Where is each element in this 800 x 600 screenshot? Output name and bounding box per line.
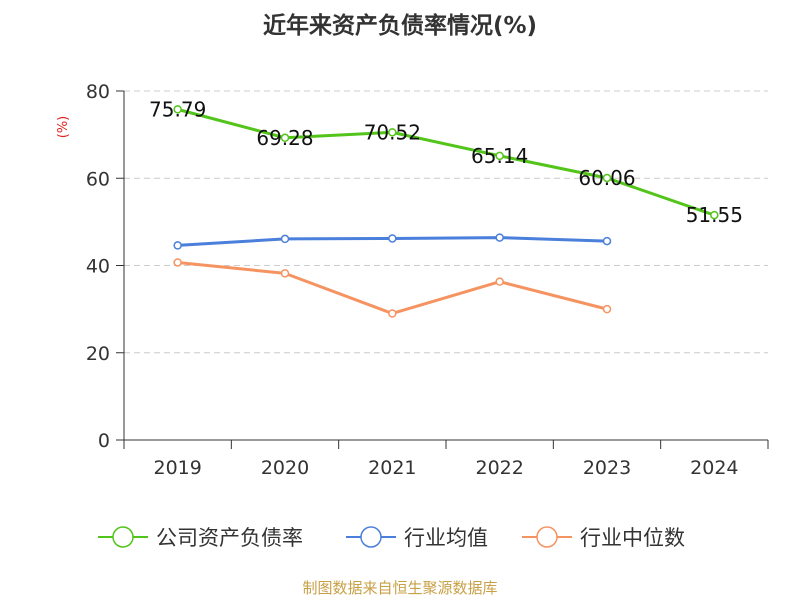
source-note: 制图数据来自恒生聚源数据库	[302, 579, 498, 597]
series-lines	[173, 105, 719, 318]
data-labels: 75.79 69.28 70.52 65.14 60.06 51.55	[149, 97, 743, 227]
x-tick-label: 2021	[368, 457, 416, 479]
y-tick-label: 20	[86, 343, 110, 365]
x-tick-label: 2024	[690, 457, 738, 479]
data-point	[173, 105, 182, 114]
data-label: 60.06	[578, 166, 635, 190]
y-tick-label: 40	[86, 256, 110, 278]
series-line	[177, 260, 608, 315]
data-label: 70.52	[364, 120, 421, 144]
data-label: 51.55	[686, 203, 743, 227]
legend-marker	[360, 526, 382, 548]
axes: 0 20 40 60 80 2019 2020 2021 2022 2023 2024	[86, 81, 769, 479]
data-point	[388, 309, 397, 318]
y-tick-label: 0	[98, 430, 110, 452]
data-point	[280, 133, 290, 143]
x-tick-label: 2020	[261, 457, 309, 479]
data-point	[495, 277, 504, 286]
legend-label: 行业均值	[404, 526, 488, 550]
legend-label: 行业中位数	[580, 526, 685, 550]
y-tick-label: 80	[86, 81, 110, 103]
data-point	[602, 173, 612, 183]
data-point	[173, 241, 182, 250]
y-tick-label: 60	[86, 168, 110, 190]
data-point	[602, 304, 612, 314]
data-point	[388, 128, 397, 137]
data-point	[602, 236, 612, 246]
y-axis-label: (%)	[56, 116, 71, 139]
gridlines	[124, 90, 768, 354]
legend-marker	[112, 526, 134, 548]
legend: 公司资产负债率 行业均值 行业中位数	[98, 526, 685, 550]
series-line	[177, 107, 715, 217]
x-tick-label: 2019	[153, 457, 201, 479]
data-point	[388, 234, 397, 243]
data-label: 65.14	[471, 144, 528, 168]
data-label: 75.79	[149, 97, 206, 121]
data-point	[495, 233, 504, 242]
x-tick-label: 2023	[583, 457, 631, 479]
data-point	[173, 258, 182, 267]
chart-title: 近年来资产负债率情况(%)	[263, 12, 537, 39]
data-point	[280, 234, 290, 244]
data-point	[280, 269, 290, 278]
x-tick-label: 2022	[475, 457, 523, 479]
data-label: 69.28	[256, 126, 313, 150]
data-point	[710, 210, 719, 220]
legend-marker	[536, 526, 558, 548]
data-point	[495, 151, 504, 161]
legend-label: 公司资产负债率	[156, 526, 303, 550]
